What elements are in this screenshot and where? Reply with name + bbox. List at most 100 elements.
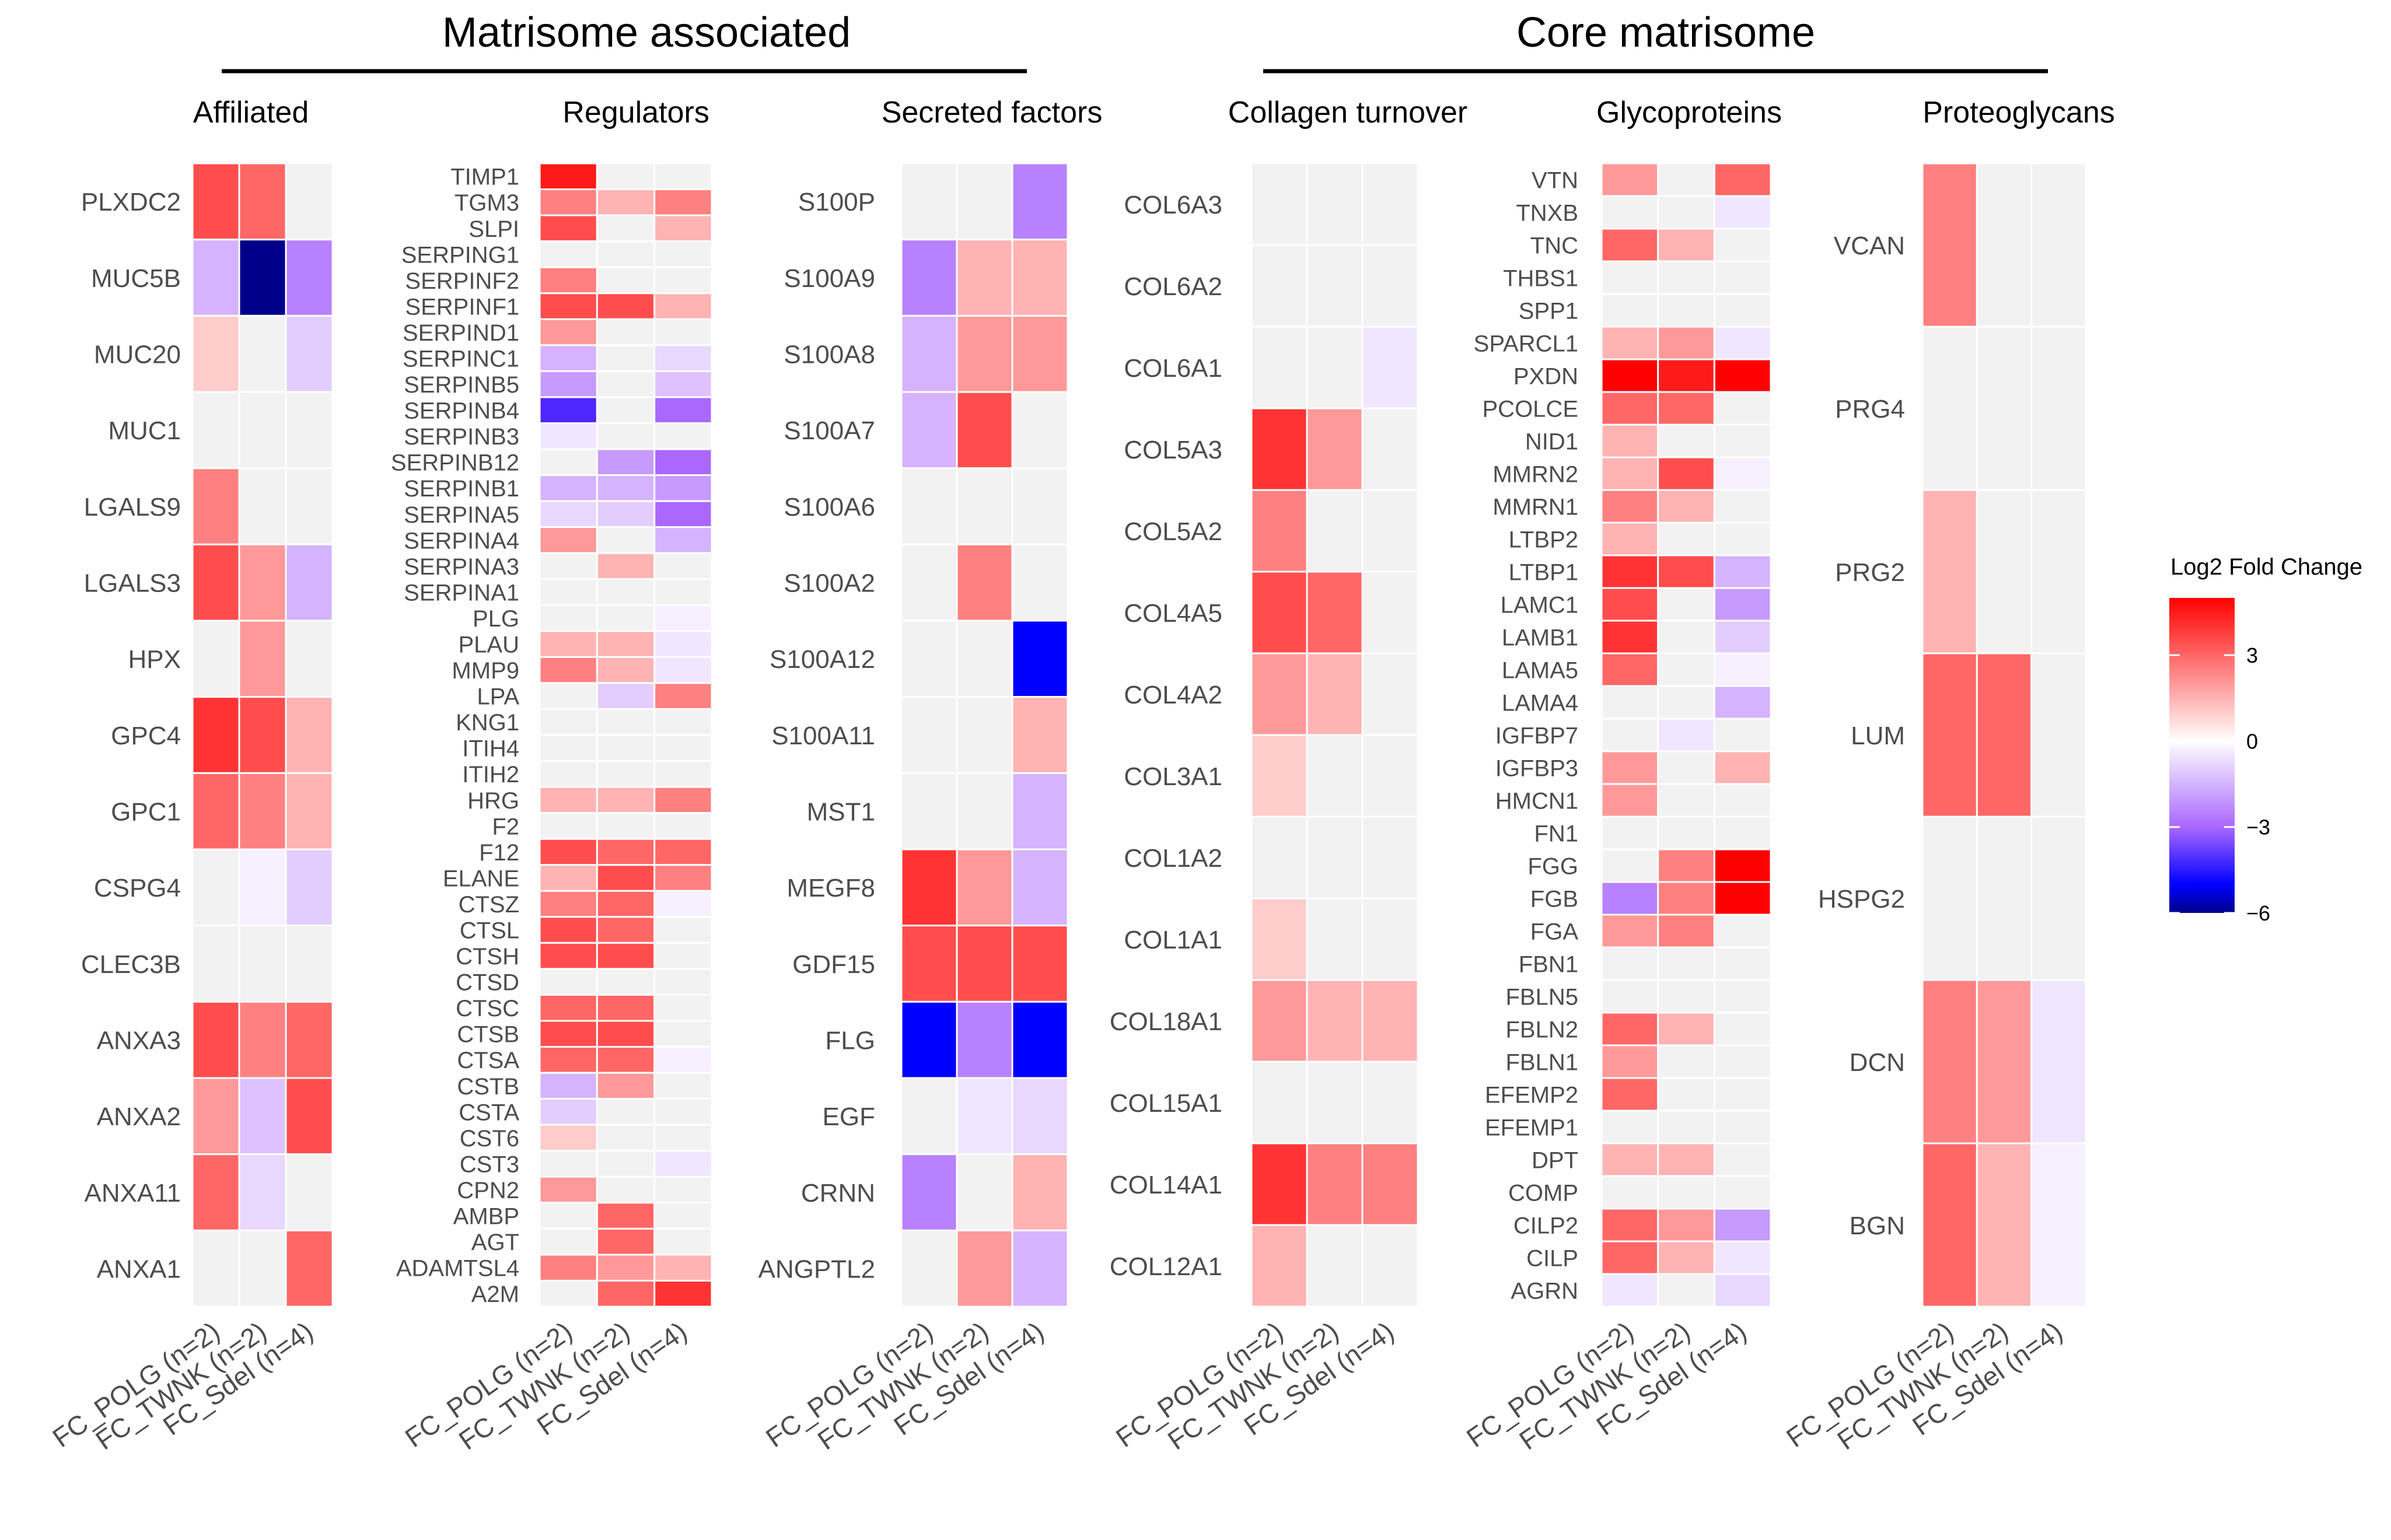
heatmap-cell — [900, 1077, 958, 1156]
heatmap-cell — [539, 786, 598, 814]
group-title: Matrisome associated — [442, 9, 851, 56]
heatmap-cell — [1011, 772, 1069, 850]
heatmap-cell — [1361, 652, 1419, 736]
heatmap-cell — [1361, 1224, 1419, 1308]
heatmap-cell — [1713, 1044, 1772, 1079]
row-label: PCOLCE — [1483, 396, 1579, 422]
heatmap-cell — [1657, 1012, 1715, 1046]
heatmap-cell — [1921, 489, 1978, 654]
heatmap-cell — [1600, 652, 1659, 687]
heatmap-cell — [1657, 1077, 1715, 1112]
heatmap-cell — [539, 682, 598, 710]
heatmap-cell — [285, 1153, 334, 1231]
row-label: TIMP1 — [450, 164, 519, 190]
heatmap-cell — [956, 314, 1013, 393]
row-label: FN1 — [1534, 821, 1578, 846]
heatmap-cell — [653, 942, 713, 970]
row-label: CTSD — [456, 970, 519, 996]
heatmap-cell — [653, 162, 713, 191]
heatmap-cell — [956, 696, 1013, 774]
row-label: MMRN2 — [1492, 461, 1578, 487]
heatmap-cell — [1361, 816, 1419, 900]
heatmap-cell — [1361, 897, 1419, 981]
row-label: A2M — [471, 1282, 519, 1307]
heatmap-cell — [539, 422, 598, 450]
heatmap-cell — [1921, 816, 1978, 981]
heatmap-cell — [238, 1229, 287, 1308]
row-label: MST1 — [807, 798, 875, 827]
legend-tick-label: 0 — [2246, 729, 2258, 753]
heatmap-cell — [539, 734, 598, 762]
row-label: COL5A2 — [1124, 517, 1222, 546]
heatmap-cell — [653, 448, 713, 477]
row-label: FLG — [825, 1027, 875, 1055]
heatmap-cell — [1657, 522, 1715, 556]
heatmap-cell — [653, 1175, 713, 1204]
heatmap-cell — [653, 1072, 713, 1100]
heatmap-cell — [1250, 1142, 1308, 1226]
heatmap-cell — [1600, 1208, 1659, 1242]
heatmap-cell — [1600, 391, 1659, 426]
row-label: CTSL — [460, 918, 519, 943]
heatmap-cell — [653, 344, 713, 372]
heatmap-cell — [1600, 522, 1659, 556]
heatmap-cell — [1657, 587, 1715, 622]
heatmap-cell — [1600, 685, 1659, 720]
heatmap-cell — [1713, 1110, 1772, 1144]
heatmap-cell — [1361, 162, 1419, 246]
legend-tick-label: −6 — [2246, 901, 2270, 925]
panel-regulators: RegulatorsTIMP1TGM3SLPISERPING1SERPINF2S… — [391, 96, 713, 1455]
heatmap-cell — [1657, 554, 1715, 589]
row-label: PXDN — [1513, 363, 1578, 389]
heatmap-cell — [653, 812, 713, 840]
heatmap-cell — [1306, 1224, 1364, 1308]
heatmap-cell — [596, 578, 656, 606]
heatmap-cell — [1976, 1142, 2033, 1308]
row-label: CLEC3B — [81, 950, 181, 979]
heatmap-cell — [238, 391, 287, 470]
heatmap-cell — [1250, 652, 1308, 736]
heatmap-cell — [596, 474, 656, 502]
heatmap-cell — [900, 848, 958, 927]
heatmap-cell — [1657, 162, 1715, 197]
heatmap-cell — [1713, 914, 1772, 949]
heatmap-cell — [653, 604, 713, 632]
panel-glycoproteins: Glycoproteins VTN TNXB TNC THBS1 SPP1 SPARCL1 P… — [1461, 96, 1782, 1455]
heatmap-cell — [1250, 897, 1308, 981]
row-label: LAMA4 — [1502, 690, 1578, 716]
heatmap-cell — [1600, 816, 1659, 850]
row-label: COL4A2 — [1124, 681, 1222, 709]
heatmap-cell — [1011, 1077, 1069, 1156]
heatmap-cell — [653, 916, 713, 944]
row-label: IGFBP7 — [1495, 723, 1578, 748]
row-label: GPC1 — [111, 798, 181, 827]
heatmap-cell — [1657, 326, 1715, 360]
row-label: TGM3 — [455, 190, 519, 216]
heatmap-cell — [539, 760, 598, 788]
heatmap-cell — [900, 1229, 958, 1308]
legend-tick-label: 3 — [2246, 643, 2258, 667]
heatmap-cell — [1600, 750, 1659, 785]
panel-collagen-turnover: Collagen turnover COL6A3 COL6A2 COL6A1 COL5A… — [1110, 96, 1467, 1455]
row-label: AGRN — [1511, 1278, 1578, 1304]
heatmap-cell — [1361, 570, 1419, 654]
heatmap-cell — [900, 1153, 958, 1231]
heatmap-cell — [956, 1229, 1013, 1308]
row-label: CST6 — [460, 1126, 519, 1152]
heatmap-cell — [1713, 652, 1772, 687]
heatmap-cell — [1713, 1175, 1772, 1210]
heatmap-cell — [1600, 1273, 1659, 1308]
heatmap-cell — [539, 604, 598, 632]
heatmap-cell — [1306, 570, 1364, 654]
heatmap-cell — [1250, 734, 1308, 818]
heatmap-cell — [596, 1202, 656, 1230]
heatmap-cell — [1976, 816, 2033, 981]
heatmap-cell — [1713, 946, 1772, 981]
heatmap-cell — [2030, 489, 2087, 654]
heatmap-cell — [1250, 979, 1308, 1063]
row-label: LAMC1 — [1501, 592, 1578, 618]
heatmap-cell — [1306, 734, 1364, 818]
row-label: EGF — [823, 1102, 875, 1131]
heatmap-cell — [1713, 685, 1772, 720]
row-label: ITIH4 — [462, 736, 519, 762]
